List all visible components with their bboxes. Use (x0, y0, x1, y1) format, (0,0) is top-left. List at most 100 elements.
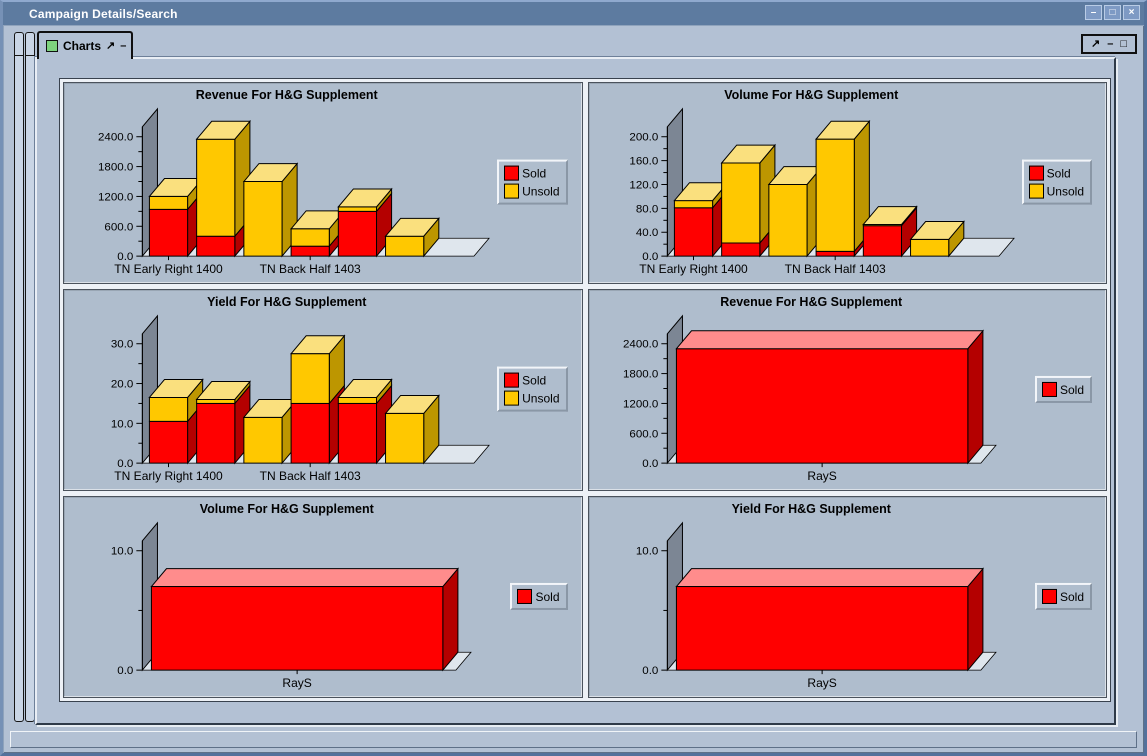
chart-title: Yield For H&G Supplement (731, 502, 891, 516)
bar-top-face (908, 221, 965, 240)
bar-chart-3d-canvas: 0.0 10.0 RayS (111, 521, 472, 690)
frame-controls: ↗ – □ (1081, 34, 1137, 54)
status-bar (10, 731, 1137, 748)
y-tick-label: 120.0 (629, 180, 658, 192)
bar-front-face (337, 402, 378, 464)
x-category-label: TN Back Half 1403 (260, 262, 361, 276)
bar-front-face (290, 245, 330, 257)
y-tick-label: 40.0 (635, 227, 657, 239)
y-tick-label: 160.0 (629, 156, 658, 168)
minimize-button[interactable]: – (1085, 5, 1102, 20)
bar-front-face (385, 412, 425, 464)
bar-front-face (148, 208, 189, 257)
y-tick-label: 0.0 (117, 458, 133, 470)
bar-front-face (909, 238, 949, 257)
bar-top-face (148, 379, 204, 398)
tab-charts[interactable]: Charts ↗ – (37, 31, 133, 59)
x-category-label: TN Back Half 1403 (784, 262, 885, 276)
legend-item: Sold (504, 165, 559, 181)
y-tick-label: 2400.0 (98, 132, 133, 144)
legend-swatch-unsold (504, 183, 520, 199)
bar-front-face (148, 195, 189, 210)
bar-3d (674, 567, 984, 672)
bar-front-face (675, 586, 968, 671)
legend-item: Unsold (1028, 183, 1084, 199)
y-tick-label: 1800.0 (623, 369, 658, 381)
legend-swatch-sold (1028, 165, 1044, 181)
bar-front-face (337, 396, 378, 404)
legend-label: Unsold (522, 184, 560, 199)
minimize-tab-icon[interactable]: – (120, 40, 127, 52)
bar-top-face (337, 379, 393, 398)
bar-top-face (861, 206, 918, 225)
y-tick-label: 0.0 (117, 251, 133, 263)
bar-front-face (196, 138, 236, 237)
bar-3d (767, 165, 823, 258)
y-tick-label: 20.0 (111, 379, 133, 391)
tab-label: Charts (63, 39, 102, 53)
chart-legend: Sold (510, 582, 568, 610)
y-tick-label: 10.0 (111, 418, 133, 430)
bar-front-face (337, 210, 378, 257)
chart-legend: Sold Unsold (497, 159, 568, 205)
maximize-button[interactable]: □ (1104, 5, 1121, 20)
bar-front-face (675, 348, 968, 464)
legend-item: Sold (504, 372, 559, 388)
bar-3d (674, 329, 984, 465)
bar-front-face (673, 200, 713, 209)
bar-3d (861, 205, 918, 258)
legend-swatch-unsold (1028, 183, 1044, 199)
maximize-icon[interactable]: □ (1120, 38, 1127, 50)
x-category-label: RayS (807, 469, 836, 483)
y-tick-label: 200.0 (629, 132, 658, 144)
legend-item: Unsold (504, 183, 560, 199)
splitter-grip-2[interactable] (25, 32, 35, 722)
legend-swatch-unsold (504, 390, 520, 406)
bar-3d (290, 334, 346, 465)
bar-3d (150, 567, 459, 672)
close-button[interactable]: × (1123, 5, 1140, 20)
chart-panel-yield-rays: 0.0 10.0 RayS Yield For H&G Supplement Sol… (587, 496, 1107, 698)
x-category-label: TN Early Right 1400 (639, 262, 748, 276)
bar-3d (908, 220, 965, 258)
x-category-label: TN Early Right 1400 (114, 262, 223, 276)
bar-top-face (195, 120, 251, 140)
bar-3d (290, 209, 346, 258)
detach-icon[interactable]: ↗ (106, 40, 116, 52)
bar-chart-3d-canvas: 0.0 600.0 1200.0 1800.0 2400.0 RayS (623, 314, 997, 483)
y-tick-label: 30.0 (111, 339, 133, 351)
x-category-label: TN Back Half 1403 (260, 469, 361, 483)
splitter-grip-1[interactable] (14, 32, 24, 722)
chart-panel-volume-stacked: 0.0 40.0 80.0 120.0 160.0 200.0 TN Early Right… (587, 82, 1107, 284)
bar-chart-3d-canvas: 0.0 10.0 20.0 30.0 TN Early Right 1400 TN Bac… (111, 314, 490, 483)
legend-swatch-sold (504, 165, 520, 181)
y-tick-label: 0.0 (642, 251, 658, 263)
legend-swatch-sold (504, 372, 520, 388)
bar-front-face (196, 402, 236, 464)
y-tick-label: 10.0 (635, 546, 657, 558)
bar-front-face (673, 207, 713, 257)
x-category-label: RayS (282, 676, 311, 690)
y-tick-label: 1200.0 (623, 398, 658, 410)
x-category-label: TN Early Right 1400 (114, 469, 223, 483)
bar-front-face (720, 242, 760, 257)
chart-panel-revenue-rays: 0.0 600.0 1200.0 1800.0 2400.0 RayS Revenue F… (587, 289, 1107, 491)
bar-3d (242, 398, 299, 465)
bar-chart-3d-canvas: 0.0 10.0 RayS (635, 521, 997, 690)
bar-3d (195, 380, 251, 465)
chart-legend: Sold Unsold (497, 366, 568, 412)
bar-front-face (862, 225, 902, 257)
window-controls: – □ × (1085, 5, 1140, 20)
minimize-icon[interactable]: – (1107, 38, 1114, 50)
legend-label: Sold (522, 373, 547, 388)
bar-top-face (674, 330, 984, 350)
legend-label: Sold (1059, 382, 1084, 397)
legend-label: Unsold (1046, 184, 1084, 199)
detach-icon[interactable]: ↗ (1091, 38, 1101, 50)
client-area: Charts ↗ – ↗ – □ 0.0 600.0 1200.0 1800.0 240… (3, 25, 1144, 753)
bar-chart-3d-canvas: 0.0 40.0 80.0 120.0 160.0 200.0 TN Early Right… (629, 107, 1015, 276)
bar-3d (195, 119, 251, 258)
legend-label: Sold (522, 166, 547, 181)
bar-top-face (150, 568, 459, 588)
